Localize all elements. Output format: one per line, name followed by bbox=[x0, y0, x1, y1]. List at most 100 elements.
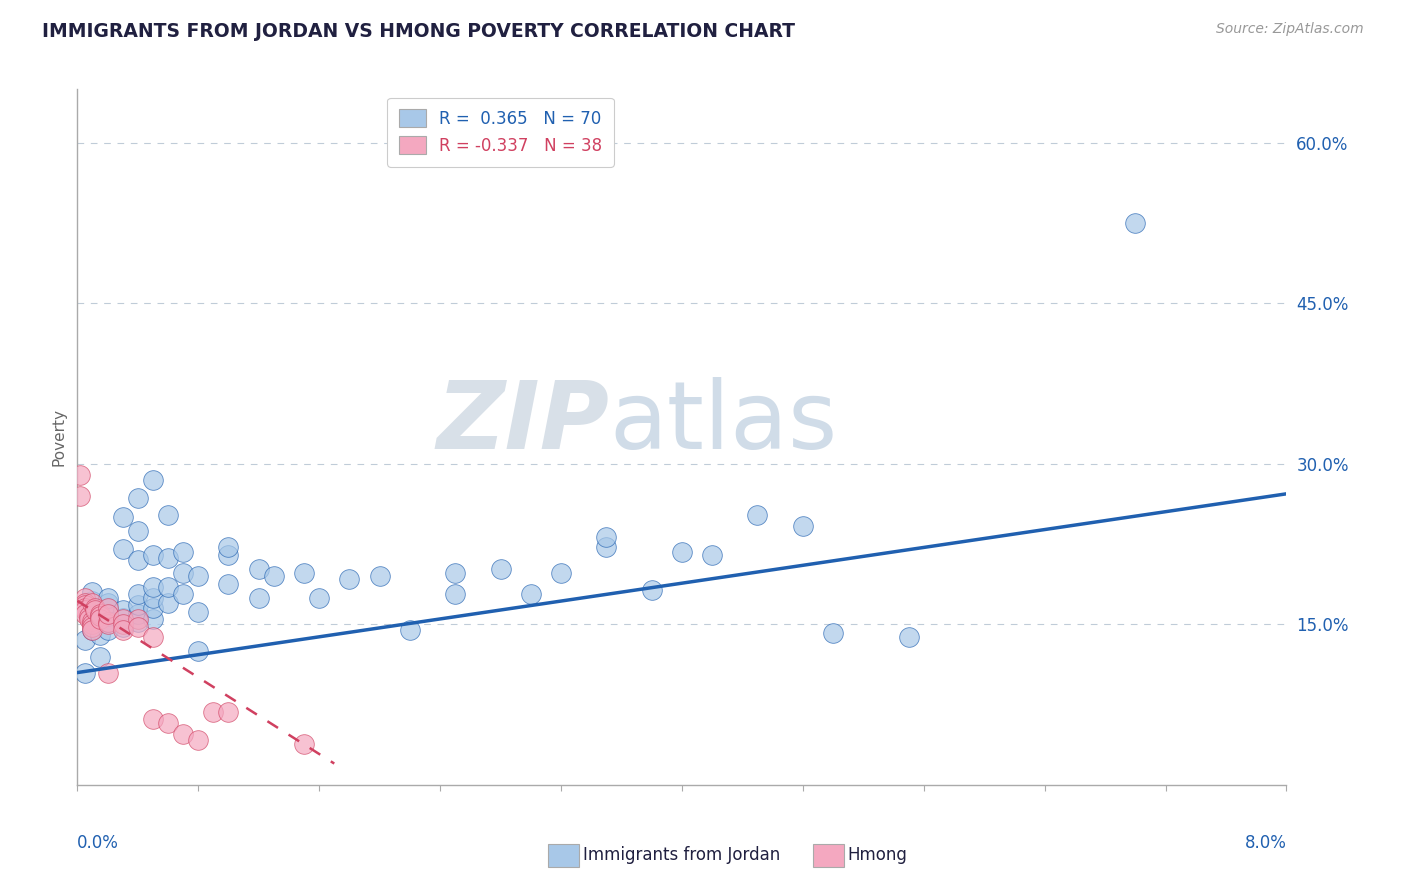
Point bbox=[82, 619, 104, 633]
Point bbox=[157, 596, 180, 610]
Text: atlas: atlas bbox=[609, 377, 838, 469]
Point bbox=[218, 541, 240, 555]
Point bbox=[96, 596, 118, 610]
Point bbox=[595, 530, 617, 544]
Point bbox=[157, 508, 180, 523]
Point bbox=[73, 591, 96, 605]
Point bbox=[82, 614, 104, 628]
Point bbox=[127, 598, 149, 612]
Point bbox=[142, 591, 165, 605]
Point bbox=[111, 612, 134, 626]
Point bbox=[172, 566, 194, 580]
Point bbox=[73, 598, 96, 612]
Point bbox=[595, 541, 617, 555]
Text: ZIP: ZIP bbox=[436, 377, 609, 469]
Point bbox=[187, 644, 209, 658]
Point bbox=[111, 542, 134, 557]
Point bbox=[96, 607, 118, 621]
Point bbox=[111, 623, 134, 637]
Point bbox=[202, 705, 225, 719]
Point bbox=[96, 601, 118, 615]
Point bbox=[823, 626, 845, 640]
Point bbox=[127, 524, 149, 539]
Y-axis label: Poverty: Poverty bbox=[51, 408, 66, 467]
Point bbox=[82, 623, 104, 637]
Point bbox=[187, 605, 209, 619]
Point bbox=[89, 612, 111, 626]
Point bbox=[82, 594, 104, 608]
Point bbox=[73, 596, 96, 610]
Legend: R =  0.365   N = 70, R = -0.337   N = 38: R = 0.365 N = 70, R = -0.337 N = 38 bbox=[387, 97, 614, 167]
Point bbox=[142, 601, 165, 615]
Point bbox=[82, 617, 104, 632]
Point bbox=[127, 607, 149, 621]
Point bbox=[263, 569, 285, 583]
Point bbox=[308, 591, 330, 605]
Point bbox=[172, 544, 194, 558]
Point bbox=[292, 566, 315, 580]
Point bbox=[89, 608, 111, 623]
Point bbox=[157, 715, 180, 730]
Point bbox=[96, 615, 118, 630]
Point bbox=[69, 489, 91, 503]
Point bbox=[142, 630, 165, 644]
Point bbox=[747, 508, 769, 523]
Point bbox=[127, 619, 149, 633]
Point bbox=[368, 569, 391, 583]
Point bbox=[89, 628, 111, 642]
Point bbox=[82, 585, 104, 599]
Point bbox=[111, 510, 134, 524]
Point bbox=[157, 551, 180, 566]
Point bbox=[142, 712, 165, 726]
Point bbox=[172, 587, 194, 601]
Point bbox=[489, 562, 512, 576]
Point bbox=[218, 576, 240, 591]
Text: Immigrants from Jordan: Immigrants from Jordan bbox=[583, 847, 780, 864]
Point bbox=[73, 607, 96, 621]
Point bbox=[84, 603, 107, 617]
Point bbox=[157, 580, 180, 594]
Point bbox=[111, 619, 134, 633]
Point bbox=[79, 608, 101, 623]
Point bbox=[142, 612, 165, 626]
Point bbox=[142, 580, 165, 594]
Point bbox=[73, 603, 96, 617]
Point bbox=[73, 665, 96, 680]
Point bbox=[111, 611, 134, 625]
Point bbox=[96, 608, 118, 623]
Point bbox=[218, 548, 240, 562]
Point bbox=[96, 665, 118, 680]
Point bbox=[702, 548, 724, 562]
Point bbox=[82, 612, 104, 626]
Point bbox=[96, 615, 118, 630]
Point bbox=[89, 649, 111, 664]
Point bbox=[73, 601, 96, 615]
Point bbox=[127, 587, 149, 601]
Point bbox=[897, 630, 920, 644]
Point bbox=[520, 587, 543, 601]
Point bbox=[247, 591, 270, 605]
Point bbox=[187, 569, 209, 583]
Point bbox=[82, 596, 104, 610]
Point bbox=[96, 591, 118, 605]
Point bbox=[444, 566, 467, 580]
Text: IMMIGRANTS FROM JORDAN VS HMONG POVERTY CORRELATION CHART: IMMIGRANTS FROM JORDAN VS HMONG POVERTY … bbox=[42, 22, 796, 41]
Point bbox=[142, 473, 165, 487]
Point bbox=[550, 566, 572, 580]
Point bbox=[671, 544, 693, 558]
Point bbox=[218, 705, 240, 719]
Point bbox=[127, 615, 149, 630]
Point bbox=[247, 562, 270, 576]
Point bbox=[444, 587, 467, 601]
Point bbox=[96, 601, 118, 615]
Point bbox=[641, 583, 664, 598]
Point bbox=[82, 601, 104, 615]
Point bbox=[292, 737, 315, 751]
Text: Hmong: Hmong bbox=[848, 847, 908, 864]
Point bbox=[1125, 216, 1147, 230]
Point bbox=[73, 633, 96, 648]
Point bbox=[142, 548, 165, 562]
Point bbox=[79, 612, 101, 626]
Point bbox=[339, 573, 360, 587]
Point bbox=[96, 617, 118, 632]
